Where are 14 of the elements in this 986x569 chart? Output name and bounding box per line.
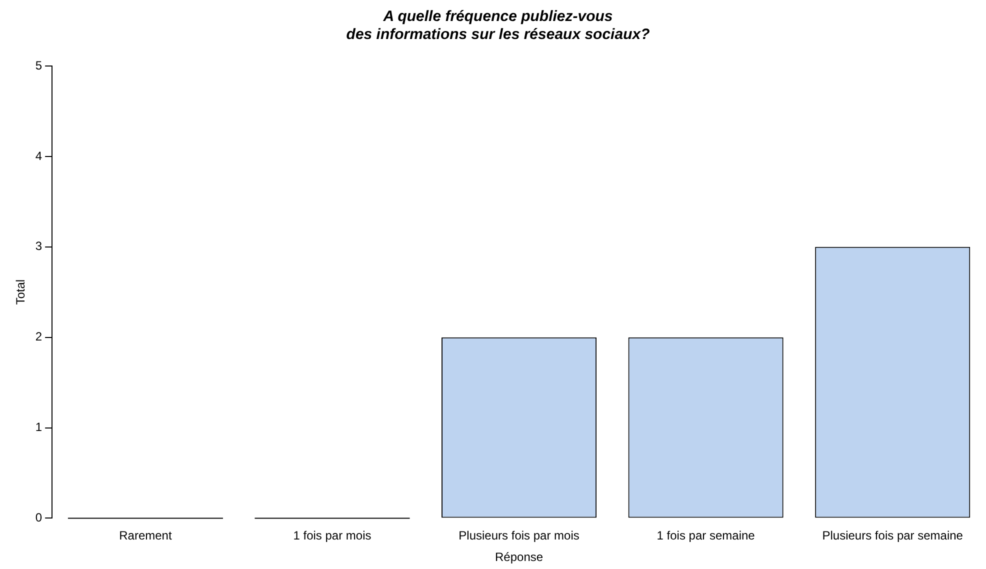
x-tick-label: Rarement	[119, 528, 172, 543]
chart-title: A quelle fréquence publiez-vous des informations sur les réseaux sociaux?	[346, 8, 650, 44]
y-tick-label: 0	[35, 510, 42, 525]
x-tick-label: 1 fois par semaine	[656, 528, 756, 543]
x-tick-label: 1 fois par mois	[293, 528, 372, 543]
y-tick-label: 3	[35, 239, 42, 254]
x-tick-label: Plusieurs fois par mois	[458, 528, 580, 543]
y-tick-label: 5	[35, 58, 42, 72]
x-tick-label: Plusieurs fois par semaine	[822, 528, 964, 543]
y-tick-label: 4	[35, 148, 42, 163]
y-axis-title: Total	[14, 279, 28, 305]
y-tick-label: 2	[35, 330, 42, 344]
y-tick-label: 1	[35, 420, 42, 434]
x-axis-title: Réponse	[495, 550, 544, 564]
